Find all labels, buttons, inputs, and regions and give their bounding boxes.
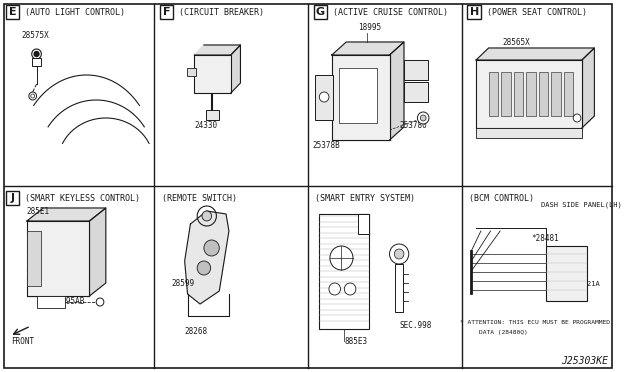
Text: J25303KE: J25303KE xyxy=(561,356,608,366)
Text: DATA (28480Q): DATA (28480Q) xyxy=(479,330,528,335)
Circle shape xyxy=(31,94,35,98)
Bar xyxy=(195,55,231,93)
Circle shape xyxy=(96,298,104,306)
Circle shape xyxy=(34,51,39,57)
Text: (SMART KEYLESS CONTROL): (SMART KEYLESS CONTROL) xyxy=(25,193,140,202)
Bar xyxy=(404,82,428,102)
Circle shape xyxy=(329,283,340,295)
Text: 285E1: 285E1 xyxy=(27,207,50,216)
Text: (SMART ENTRY SYSTEM): (SMART ENTRY SYSTEM) xyxy=(316,193,415,202)
Text: 28599: 28599 xyxy=(171,279,195,288)
Circle shape xyxy=(204,240,220,256)
Polygon shape xyxy=(185,211,229,304)
Text: 885E3: 885E3 xyxy=(344,337,367,346)
Bar xyxy=(488,72,498,116)
Bar xyxy=(27,231,42,286)
Text: ( 3): ( 3) xyxy=(561,291,578,298)
Polygon shape xyxy=(27,208,106,221)
Bar xyxy=(159,5,173,19)
Circle shape xyxy=(344,283,356,295)
Bar xyxy=(396,264,403,312)
Bar xyxy=(467,5,481,19)
Bar xyxy=(564,72,573,116)
Text: 253780: 253780 xyxy=(399,121,427,130)
Text: 08168-6121A: 08168-6121A xyxy=(553,281,600,287)
Bar xyxy=(501,72,511,116)
Text: (CIRCUIT BREAKER): (CIRCUIT BREAKER) xyxy=(179,7,264,16)
Text: 28565X: 28565X xyxy=(502,38,530,47)
Text: 25378B: 25378B xyxy=(312,141,340,150)
Bar xyxy=(316,75,333,120)
Text: * ATTENTION: THIS ECU MUST BE PROGRAMMED: * ATTENTION: THIS ECU MUST BE PROGRAMMED xyxy=(460,320,610,325)
Circle shape xyxy=(417,112,429,124)
Text: F: F xyxy=(163,7,170,17)
Text: (POWER SEAT CONTROL): (POWER SEAT CONTROL) xyxy=(486,7,587,16)
Bar xyxy=(547,246,587,301)
Bar xyxy=(36,296,65,308)
Bar xyxy=(32,58,42,66)
Bar xyxy=(332,55,390,140)
Bar xyxy=(358,214,369,234)
Bar xyxy=(206,110,220,120)
Text: 28575X: 28575X xyxy=(21,31,49,40)
Bar xyxy=(6,5,19,19)
Circle shape xyxy=(330,246,353,270)
Circle shape xyxy=(319,92,329,102)
Bar xyxy=(551,72,561,116)
Text: (ACTIVE CRUISE CONTROL): (ACTIVE CRUISE CONTROL) xyxy=(333,7,448,16)
Text: (BCM CONTROL): (BCM CONTROL) xyxy=(469,193,534,202)
Bar xyxy=(476,128,582,138)
Text: G: G xyxy=(316,7,325,17)
Bar xyxy=(6,191,19,205)
Bar xyxy=(187,68,196,76)
Polygon shape xyxy=(332,42,404,55)
Circle shape xyxy=(394,249,404,259)
Bar xyxy=(314,5,327,19)
Polygon shape xyxy=(231,45,241,93)
Text: (REMOTE SWITCH): (REMOTE SWITCH) xyxy=(161,193,237,202)
Bar xyxy=(539,72,548,116)
Bar xyxy=(513,72,524,116)
Text: 28268: 28268 xyxy=(185,327,208,336)
Bar xyxy=(319,214,369,329)
Polygon shape xyxy=(90,208,106,296)
Polygon shape xyxy=(195,45,241,55)
Text: E: E xyxy=(9,7,16,17)
Text: (AUTO LIGHT CONTROL): (AUTO LIGHT CONTROL) xyxy=(25,7,125,16)
Text: *28481: *28481 xyxy=(531,234,559,243)
Bar xyxy=(339,68,377,123)
Circle shape xyxy=(573,114,581,122)
Circle shape xyxy=(390,244,409,264)
Circle shape xyxy=(202,211,212,221)
Bar xyxy=(404,60,428,80)
Circle shape xyxy=(420,115,426,121)
Bar xyxy=(526,72,536,116)
Text: 18995: 18995 xyxy=(358,23,381,32)
Polygon shape xyxy=(390,42,404,140)
Polygon shape xyxy=(582,48,595,128)
Text: DASH SIDE PANEL(LH): DASH SIDE PANEL(LH) xyxy=(541,201,621,208)
Text: SEC.998: SEC.998 xyxy=(399,321,431,330)
Circle shape xyxy=(29,92,36,100)
Text: FRONT: FRONT xyxy=(12,337,35,346)
Polygon shape xyxy=(476,48,595,60)
Text: H: H xyxy=(470,7,479,17)
Circle shape xyxy=(197,261,211,275)
Text: 28595AB: 28595AB xyxy=(53,297,85,306)
Text: 24330: 24330 xyxy=(195,121,218,130)
Text: J: J xyxy=(10,193,15,203)
Text: FRONT: FRONT xyxy=(558,258,582,276)
Bar xyxy=(27,221,90,296)
Bar xyxy=(476,60,582,128)
Circle shape xyxy=(32,49,42,59)
